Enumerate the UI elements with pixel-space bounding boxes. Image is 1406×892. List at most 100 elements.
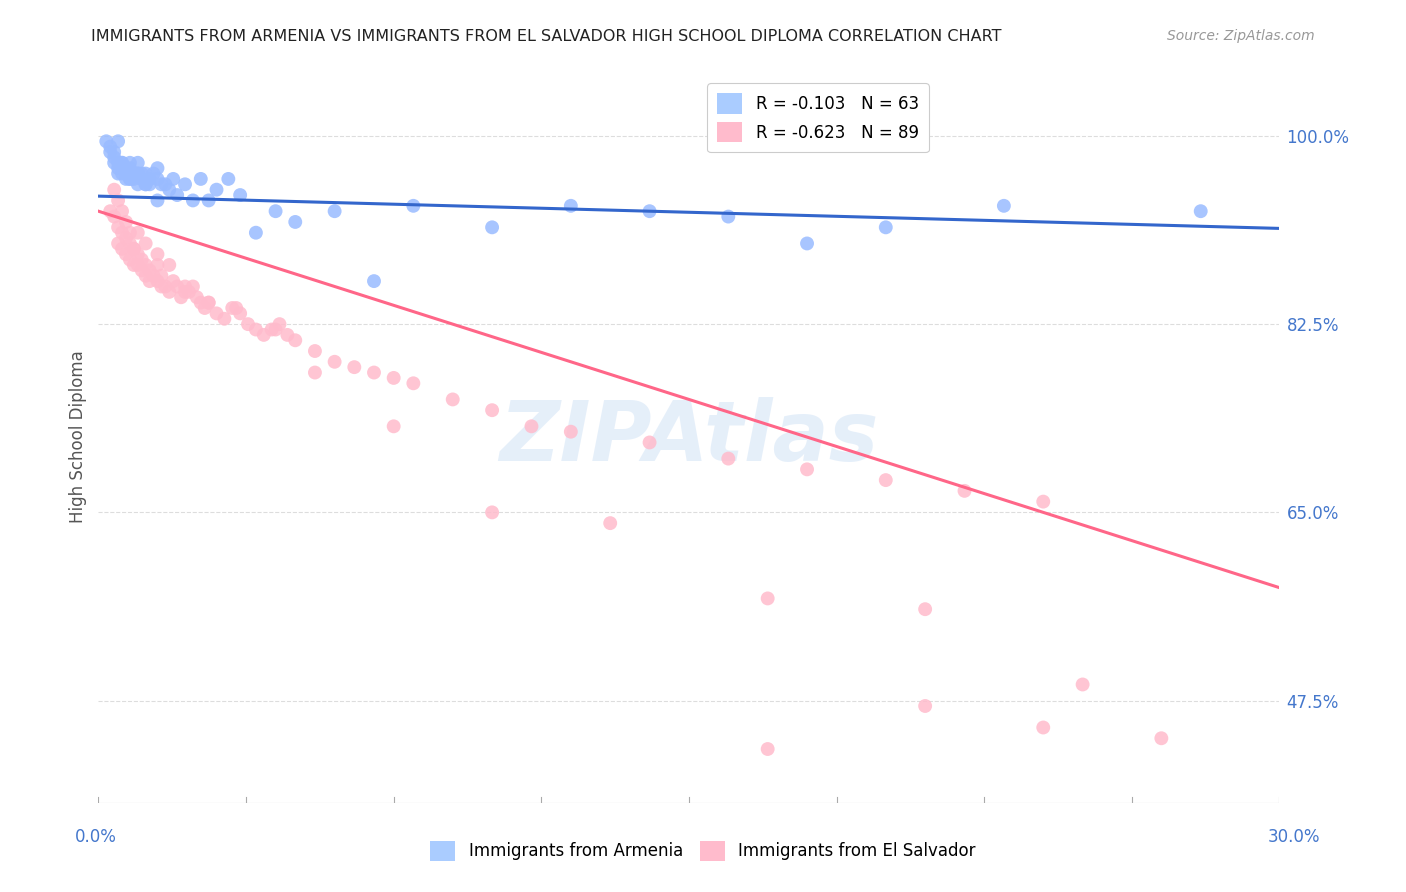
- Point: [363, 366, 385, 380]
- Point: [1032, 494, 1054, 508]
- Point: [111, 204, 134, 219]
- Point: [264, 322, 287, 336]
- Point: [131, 172, 153, 186]
- Point: [638, 435, 661, 450]
- Point: [107, 167, 129, 181]
- Point: [127, 156, 149, 170]
- Point: [253, 327, 276, 342]
- Point: [98, 139, 121, 153]
- Point: [122, 167, 145, 181]
- Point: [118, 226, 141, 240]
- Point: [135, 178, 157, 192]
- Point: [205, 183, 228, 197]
- Point: [323, 355, 346, 369]
- Point: [382, 371, 405, 385]
- Point: [122, 172, 145, 186]
- Point: [197, 295, 219, 310]
- Point: [131, 263, 153, 277]
- Point: [197, 194, 219, 208]
- Point: [229, 188, 252, 202]
- Text: 0.0%: 0.0%: [75, 828, 117, 846]
- Point: [217, 172, 239, 186]
- Point: [111, 156, 134, 170]
- Point: [135, 236, 157, 251]
- Point: [186, 290, 208, 304]
- Point: [131, 252, 153, 267]
- Point: [214, 311, 236, 326]
- Point: [953, 483, 976, 498]
- Point: [756, 742, 779, 756]
- Point: [118, 156, 141, 170]
- Point: [115, 172, 138, 186]
- Point: [127, 247, 149, 261]
- Point: [146, 258, 169, 272]
- Point: [481, 505, 503, 519]
- Point: [107, 220, 129, 235]
- Point: [146, 161, 169, 176]
- Point: [276, 327, 298, 342]
- Point: [138, 178, 160, 192]
- Point: [135, 167, 157, 181]
- Point: [155, 178, 177, 192]
- Point: [441, 392, 464, 407]
- Point: [402, 376, 425, 391]
- Point: [177, 285, 200, 299]
- Point: [205, 306, 228, 320]
- Point: [796, 462, 818, 476]
- Point: [118, 161, 141, 176]
- Point: [115, 161, 138, 176]
- Point: [181, 194, 204, 208]
- Point: [118, 172, 141, 186]
- Point: [174, 178, 197, 192]
- Point: [756, 591, 779, 606]
- Point: [103, 210, 125, 224]
- Point: [269, 317, 291, 331]
- Point: [170, 290, 193, 304]
- Point: [111, 242, 134, 256]
- Point: [1189, 204, 1212, 219]
- Point: [304, 344, 326, 359]
- Point: [264, 204, 287, 219]
- Point: [146, 274, 169, 288]
- Point: [225, 301, 247, 315]
- Point: [96, 134, 118, 148]
- Point: [260, 322, 283, 336]
- Point: [162, 172, 184, 186]
- Point: [122, 258, 145, 272]
- Point: [717, 451, 740, 466]
- Point: [1032, 721, 1054, 735]
- Point: [245, 322, 267, 336]
- Point: [150, 279, 173, 293]
- Point: [717, 210, 740, 224]
- Point: [520, 419, 543, 434]
- Point: [638, 204, 661, 219]
- Point: [796, 236, 818, 251]
- Point: [98, 204, 121, 219]
- Point: [560, 425, 582, 439]
- Point: [146, 247, 169, 261]
- Point: [560, 199, 582, 213]
- Point: [284, 333, 307, 347]
- Point: [914, 698, 936, 713]
- Point: [111, 226, 134, 240]
- Point: [190, 172, 212, 186]
- Point: [127, 226, 149, 240]
- Point: [162, 274, 184, 288]
- Point: [118, 252, 141, 267]
- Point: [166, 188, 188, 202]
- Point: [127, 167, 149, 181]
- Point: [363, 274, 385, 288]
- Point: [122, 242, 145, 256]
- Point: [142, 167, 165, 181]
- Point: [118, 236, 141, 251]
- Point: [197, 295, 219, 310]
- Text: IMMIGRANTS FROM ARMENIA VS IMMIGRANTS FROM EL SALVADOR HIGH SCHOOL DIPLOMA CORRE: IMMIGRANTS FROM ARMENIA VS IMMIGRANTS FR…: [91, 29, 1002, 45]
- Point: [194, 301, 217, 315]
- Point: [323, 204, 346, 219]
- Point: [1071, 677, 1094, 691]
- Point: [138, 274, 160, 288]
- Point: [150, 268, 173, 283]
- Point: [138, 263, 160, 277]
- Legend: R = -0.103   N = 63, R = -0.623   N = 89: R = -0.103 N = 63, R = -0.623 N = 89: [707, 83, 928, 153]
- Point: [118, 172, 141, 186]
